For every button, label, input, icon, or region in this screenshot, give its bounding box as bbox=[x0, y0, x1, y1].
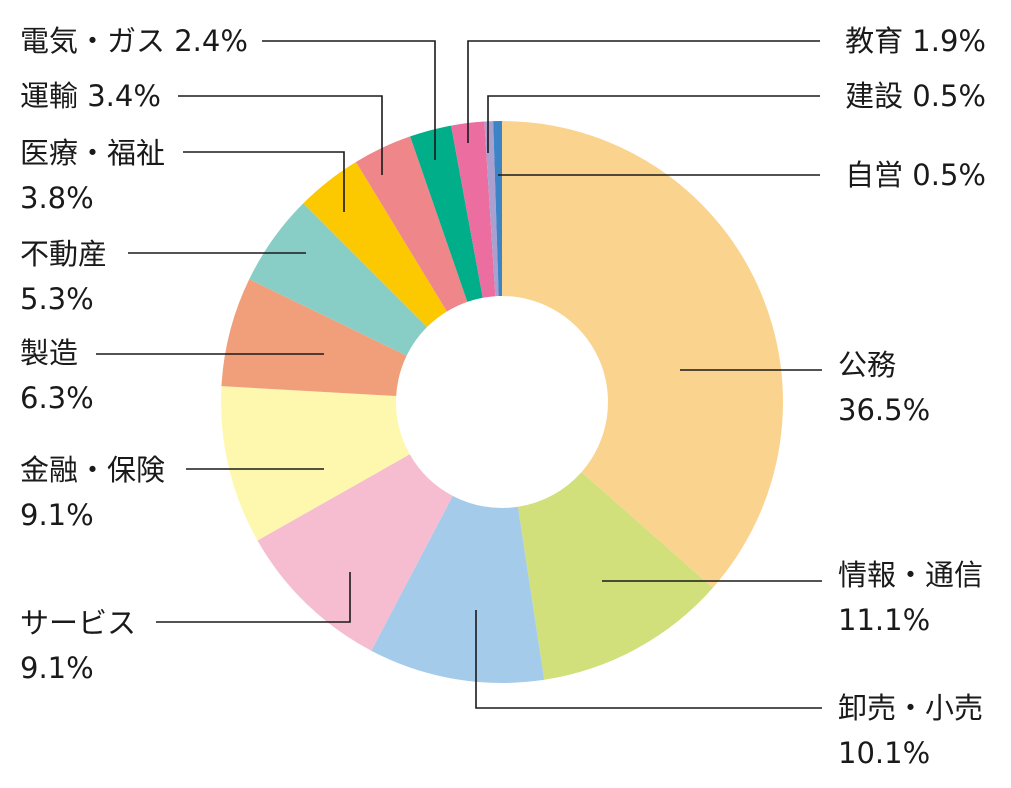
slice-1 bbox=[517, 472, 713, 680]
slice-label-name-4: 金融・保険 bbox=[20, 453, 165, 487]
slice-label-8: 運輸 3.4% bbox=[20, 79, 161, 113]
slice-label-11: 建設 0.5% bbox=[845, 79, 986, 113]
leader-line-11 bbox=[487, 95, 820, 153]
slice-label-value-6: 5.3% bbox=[20, 282, 94, 316]
slice-label-value-1: 11.1% bbox=[838, 603, 930, 637]
slice-8 bbox=[355, 136, 468, 312]
slice-label-name-7: 医療・福祉 bbox=[20, 136, 165, 170]
slice-0 bbox=[502, 121, 783, 588]
slice-label-name-5: 製造 bbox=[20, 336, 78, 370]
slice-3 bbox=[257, 454, 453, 651]
slice-5 bbox=[221, 279, 407, 397]
slice-6 bbox=[249, 203, 428, 356]
slices-group bbox=[220, 121, 783, 684]
slice-7 bbox=[303, 161, 447, 328]
slice-label-name-6: 不動産 bbox=[20, 237, 107, 271]
slice-label-name-2: 卸売・小売 bbox=[838, 691, 983, 725]
leader-line-7 bbox=[183, 151, 345, 212]
leader-line-10 bbox=[467, 40, 820, 143]
slice-2 bbox=[371, 495, 545, 684]
leader-lines-group bbox=[96, 40, 822, 709]
slice-label-value-0: 36.5% bbox=[838, 393, 930, 427]
slice-label-value-3: 9.1% bbox=[20, 651, 94, 685]
leader-line-3 bbox=[156, 572, 351, 623]
slice-label-value-7: 3.8% bbox=[20, 181, 94, 215]
slice-label-value-5: 6.3% bbox=[20, 381, 94, 415]
leader-line-8 bbox=[178, 95, 383, 175]
slice-11 bbox=[484, 121, 499, 297]
leader-line-2 bbox=[475, 610, 822, 709]
slice-label-9: 電気・ガス 2.4% bbox=[20, 24, 248, 58]
slice-10 bbox=[451, 121, 496, 298]
slice-label-name-0: 公務 bbox=[838, 348, 896, 382]
slice-label-name-3: サービス bbox=[20, 606, 136, 640]
slice-label-value-4: 9.1% bbox=[20, 498, 94, 532]
slice-4 bbox=[220, 386, 410, 541]
slice-label-value-2: 10.1% bbox=[838, 736, 930, 770]
slice-label-10: 教育 1.9% bbox=[845, 24, 986, 58]
leader-line-9 bbox=[262, 40, 436, 160]
slice-9 bbox=[410, 125, 483, 302]
slice-label-name-1: 情報・通信 bbox=[838, 558, 983, 592]
labels-group: 公務 36.5% 情報・通信 11.1% 卸売・小売 10.1% サービス 9.1% 金融・保険… bbox=[20, 24, 986, 770]
slice-label-12: 自営 0.5% bbox=[845, 158, 986, 192]
slice-12 bbox=[493, 121, 502, 297]
